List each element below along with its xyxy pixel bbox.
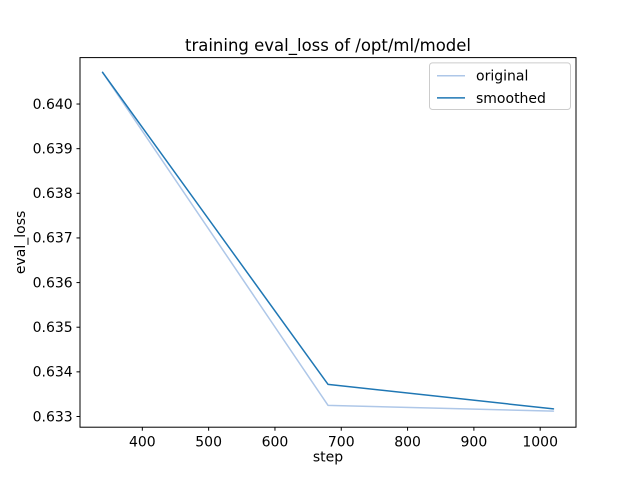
y-tick-label: 0.638: [33, 186, 73, 202]
series-line-smoothed: [101, 71, 555, 410]
x-axis-label: step: [313, 450, 343, 466]
y-axis-label: eval_loss: [13, 211, 29, 274]
x-tick-label: 400: [129, 435, 156, 451]
legend-label-original: original: [476, 69, 528, 85]
plot-area-frame: [79, 57, 577, 428]
legend-label-smoothed: smoothed: [476, 91, 546, 107]
x-tick-label: 700: [328, 435, 355, 451]
y-tick-label: 0.640: [33, 97, 73, 113]
y-tick-label: 0.636: [33, 275, 73, 291]
y-tick-label: 0.639: [33, 141, 73, 157]
y-tick-label: 0.637: [33, 231, 73, 247]
data-series-layer: [101, 71, 555, 412]
y-tick-label: 0.633: [33, 409, 73, 425]
chart-title: training eval_loss of /opt/ml/model: [185, 36, 471, 56]
legend: original smoothed: [429, 62, 571, 110]
x-tick-label: 500: [195, 435, 222, 451]
series-line-original: [101, 71, 555, 412]
y-tick-label: 0.634: [33, 365, 73, 381]
y-tick-label: 0.635: [33, 320, 73, 336]
x-tick-label: 800: [394, 435, 421, 451]
axis-ticks-layer: 400 500 600 700 800 900 1000 0.633 0.634 0.635 0.6…: [33, 97, 558, 451]
x-tick-label: 1000: [522, 435, 558, 451]
x-tick-label: 900: [461, 435, 488, 451]
x-tick-label: 600: [262, 435, 289, 451]
